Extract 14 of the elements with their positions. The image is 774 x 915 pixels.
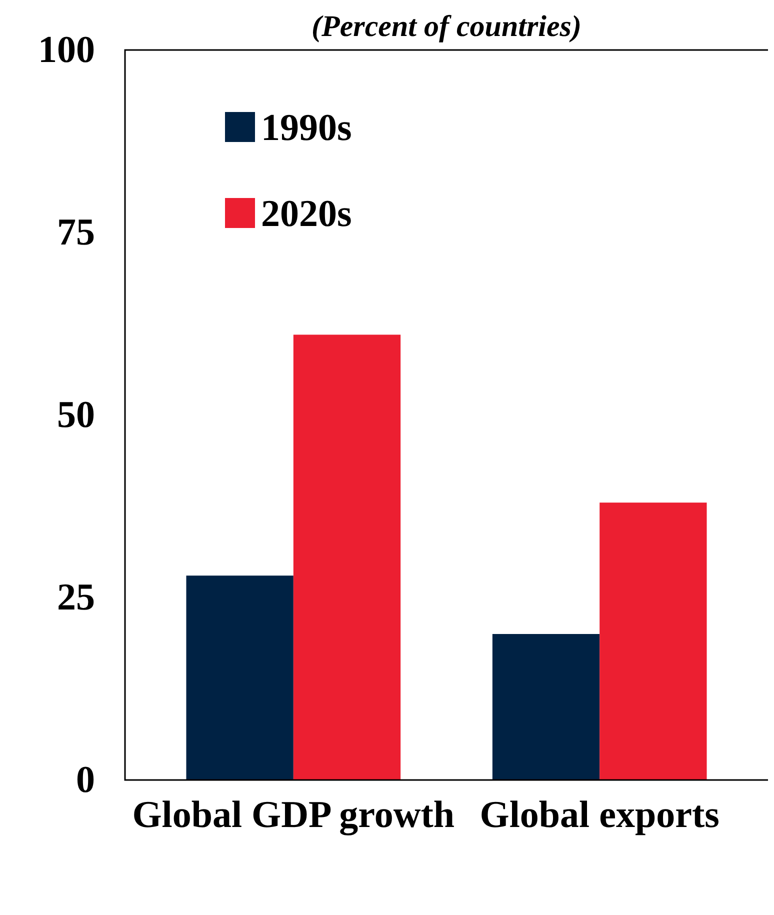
y-tick-label: 0 (76, 759, 95, 802)
chart-subtitle: (Percent of countries) (312, 10, 582, 43)
y-tick-label: 50 (57, 394, 95, 436)
bar (293, 334, 401, 780)
x-tick-label: Global GDP growth (132, 794, 455, 836)
y-tick-label: 75 (57, 212, 95, 254)
bar (492, 634, 600, 780)
y-tick-label: 25 (57, 576, 95, 619)
bar (600, 502, 707, 780)
x-tick-label: Global exports (480, 794, 720, 836)
y-tick-label: 100 (38, 29, 95, 72)
bar (186, 576, 294, 780)
legend-label: 1990s (261, 107, 352, 149)
legend-label: 2020s (261, 193, 352, 235)
